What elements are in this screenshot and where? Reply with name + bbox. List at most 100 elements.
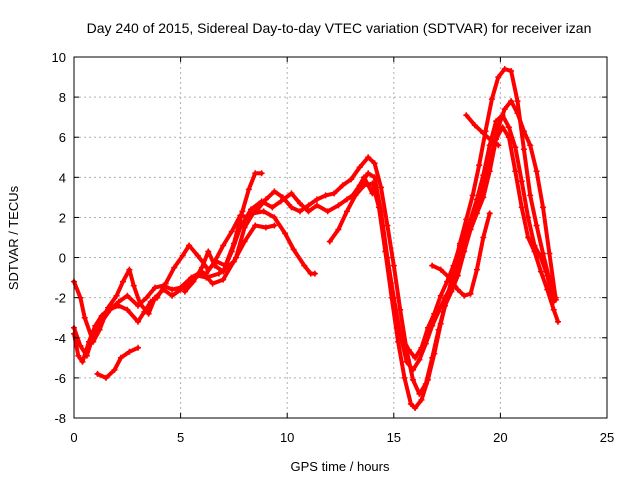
data-point (412, 354, 419, 361)
data-point (301, 262, 308, 269)
data-point (171, 264, 178, 271)
data-point (552, 296, 559, 303)
data-point (418, 396, 425, 403)
data-point (237, 212, 244, 219)
data-point (343, 208, 350, 215)
data-point (124, 292, 131, 299)
data-point (271, 222, 278, 229)
data-point (431, 310, 438, 317)
data-point (514, 110, 521, 117)
data-point (245, 214, 252, 221)
data-series (71, 170, 265, 365)
data-point (335, 202, 342, 209)
data-point (169, 286, 176, 293)
data-point (533, 222, 540, 229)
data-point (480, 234, 487, 241)
data-point (480, 130, 487, 137)
data-point (416, 356, 423, 363)
data-point (365, 170, 372, 177)
data-point (473, 266, 480, 273)
data-point (476, 198, 483, 205)
y-tick-label: 6 (59, 130, 66, 145)
data-point (252, 222, 259, 229)
data-point (531, 242, 538, 249)
data-point (237, 224, 244, 231)
data-point (424, 324, 431, 331)
y-tick-label: 10 (52, 50, 66, 65)
data-point (365, 154, 372, 161)
data-point (463, 112, 470, 119)
data-series (429, 210, 493, 299)
series-layer (71, 66, 561, 411)
data-point (117, 354, 124, 361)
data-point (488, 150, 495, 157)
data-point (282, 230, 289, 237)
data-point (488, 138, 495, 145)
data-point (147, 298, 154, 305)
data-point (410, 366, 416, 373)
data-point (486, 210, 493, 217)
data-point (412, 405, 419, 411)
data-series (326, 66, 559, 411)
data-point (454, 286, 461, 293)
y-axis-label: SDTVAR / TECUs (6, 185, 21, 290)
data-point (469, 214, 476, 221)
y-tick-label: -2 (54, 291, 66, 306)
series-line (72, 209, 317, 358)
data-point (305, 208, 312, 215)
data-point (512, 144, 519, 151)
chart-title: Day 240 of 2015, Sidereal Day-to-day VTE… (87, 20, 592, 36)
data-point (540, 204, 546, 211)
data-point (77, 342, 84, 349)
data-point (115, 302, 122, 309)
data-point (75, 352, 82, 359)
data-point (405, 346, 412, 353)
data-point (262, 224, 269, 231)
data-point (143, 294, 150, 301)
x-tick-label: 25 (600, 430, 614, 445)
data-point (198, 264, 205, 271)
data-point (220, 242, 227, 249)
data-point (186, 242, 193, 249)
data-point (154, 294, 161, 301)
data-point (371, 160, 378, 167)
x-tick-label: 0 (70, 430, 77, 445)
data-point (203, 270, 210, 277)
data-point (98, 312, 105, 319)
y-tick-label: 0 (59, 251, 66, 266)
data-point (188, 274, 195, 281)
data-point (324, 208, 331, 215)
data-point (335, 226, 342, 233)
y-tick-label: 4 (59, 170, 66, 185)
data-point (305, 202, 312, 209)
data-point (311, 270, 318, 277)
data-point (527, 192, 534, 199)
data-point (371, 174, 378, 181)
data-point (378, 208, 384, 215)
data-point (495, 74, 502, 81)
data-point (450, 262, 457, 269)
data-point (228, 228, 235, 235)
data-point (181, 288, 188, 295)
data-series (71, 222, 278, 345)
data-point (525, 234, 532, 241)
data-point (216, 270, 222, 277)
data-point (314, 202, 320, 209)
data-point (271, 188, 278, 195)
data-point (469, 192, 476, 199)
data-point (169, 292, 176, 299)
x-axis-label: GPS time / hours (291, 459, 390, 474)
data-point (211, 258, 218, 265)
y-tick-label: 8 (59, 90, 66, 105)
x-tick-label: 20 (493, 430, 507, 445)
data-point (518, 204, 525, 211)
data-point (488, 96, 495, 103)
data-point (518, 178, 525, 185)
data-point (493, 118, 500, 125)
data-point (228, 248, 235, 255)
data-point (209, 280, 216, 287)
data-point (437, 320, 444, 327)
data-point (135, 318, 141, 325)
data-point (537, 254, 544, 261)
data-point (384, 222, 391, 229)
